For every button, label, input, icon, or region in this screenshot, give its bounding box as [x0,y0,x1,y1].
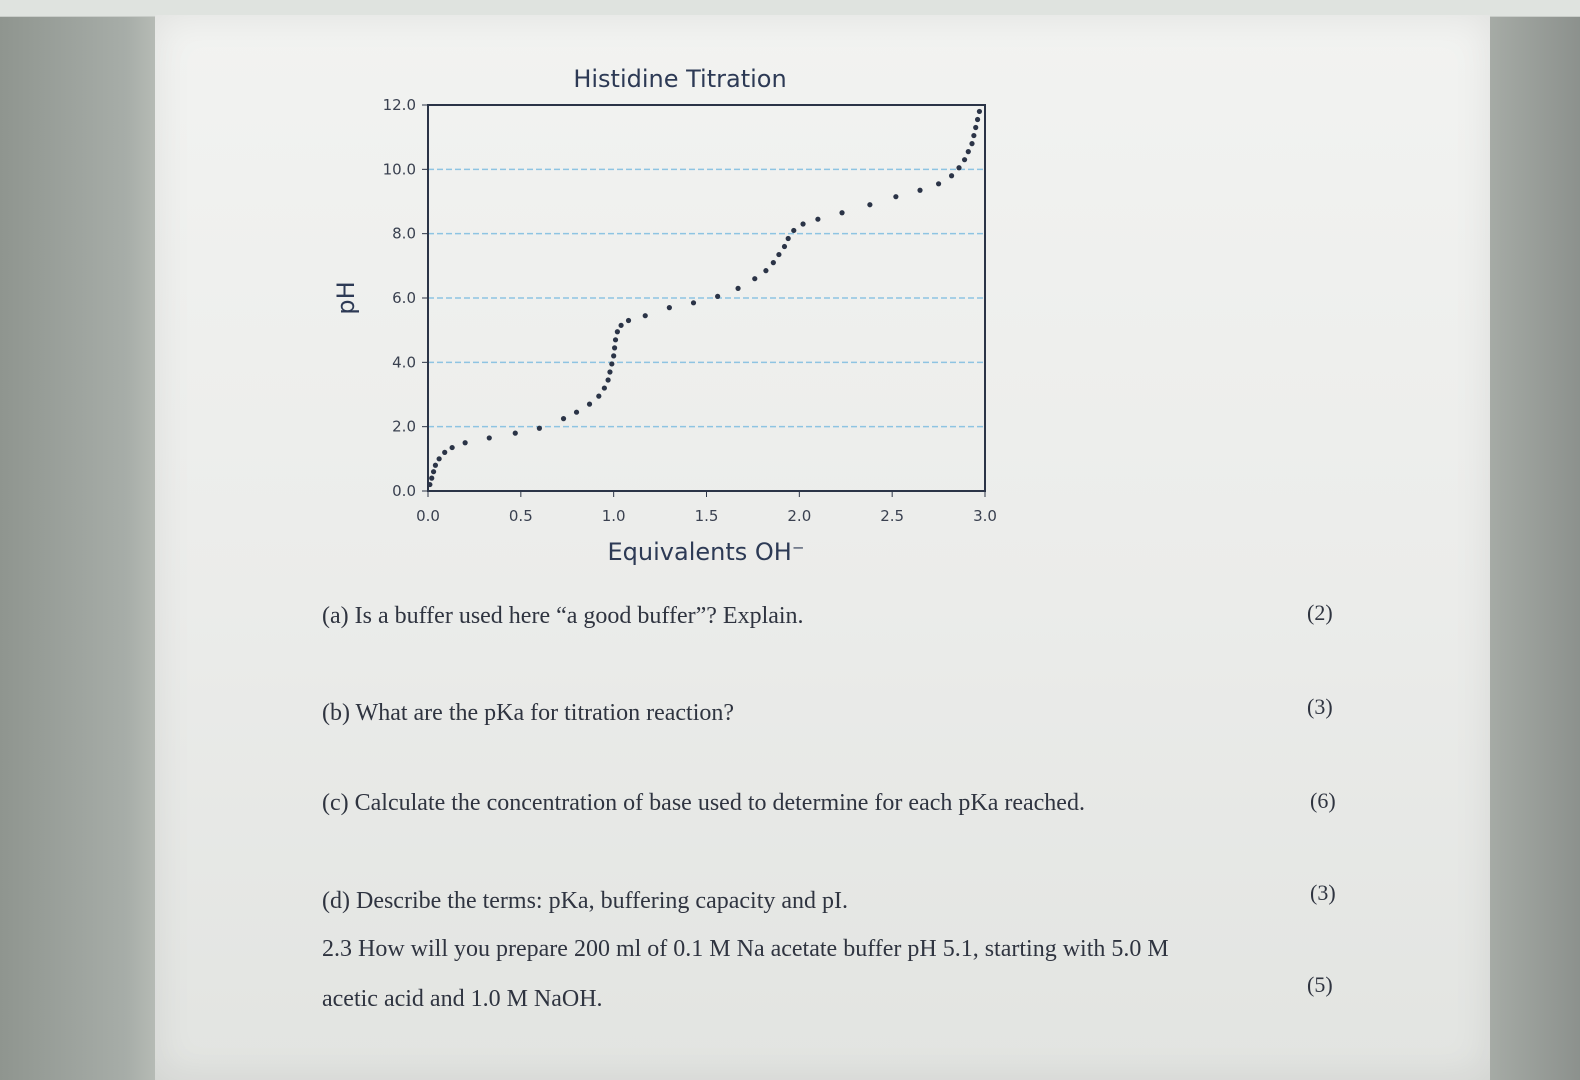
data-point-0-37 [800,221,806,227]
data-point-0-51 [974,116,981,123]
data-point-0-32 [770,260,776,266]
y-axis-ticks: 0.0 2.0 4.0 6.0 8.0 10.0 12.0 [383,96,428,500]
data-point-0-6 [449,444,455,451]
y-tick-label-5: 10.0 [383,160,416,178]
y-tick-label-2: 4.0 [392,353,416,371]
data-point-0-4 [436,456,442,462]
data-point-0-11 [560,416,567,422]
data-point-0-5 [442,449,448,455]
data-point-0-29 [735,285,741,291]
data-point-0-1 [429,475,435,481]
y-tick-label-1: 2.0 [392,418,416,436]
data-point-0-41 [893,194,899,200]
data-point-0-3 [432,462,439,468]
data-point-0-10 [536,425,542,431]
document-page [155,15,1490,1080]
data-point-0-8 [486,435,492,441]
data-point-0-33 [776,251,782,258]
data-point-0-25 [642,313,648,319]
chart-gridlines [428,168,985,428]
question-d: (d) Describe the terms: pKa, buffering c… [322,888,849,914]
y-tick-label-6: 12.0 [383,96,416,114]
x-tick-label-3: 1.5 [695,507,719,525]
question-b: (b) What are the pKa for titration react… [322,700,735,726]
y-tick-label-3: 6.0 [392,289,416,307]
data-point-0-46 [961,157,968,163]
data-point-0-31 [763,268,769,274]
data-point-0-0 [427,481,433,488]
data-point-0-15 [601,385,607,391]
data-point-0-47 [965,149,971,155]
data-point-0-13 [586,401,593,407]
data-point-0-23 [618,322,624,328]
marks-c: (6) [1310,788,1336,813]
data-point-0-14 [596,393,602,399]
y-tick-label-0: 0.0 [392,482,416,500]
data-point-0-28 [715,293,721,299]
data-point-0-39 [839,210,845,216]
data-point-0-36 [791,227,797,234]
x-axis-ticks: 0.0 0.5 1.0 1.5 2.0 2.5 3.0 [416,491,997,525]
question-c: (c) Calculate the concentration of base … [322,790,1085,816]
data-point-0-48 [969,141,975,147]
data-point-0-18 [609,361,615,367]
data-point-0-27 [690,300,697,306]
data-point-0-16 [605,377,611,383]
marks-b: (3) [1307,694,1333,719]
marks-d: (3) [1310,880,1336,905]
y-axis-label: pH [332,281,360,314]
data-point-0-52 [976,108,983,115]
y-tick-label-4: 8.0 [392,225,416,243]
data-point-0-21 [612,337,619,343]
x-axis-label: Equivalents OH⁻ [608,538,805,566]
x-tick-label-1: 0.5 [509,507,533,525]
question-a: (a) Is a buffer used here “a good buffer… [322,603,804,629]
data-point-0-2 [430,469,437,475]
chart-title: Histidine Titration [573,65,786,93]
data-point-0-19 [611,353,617,359]
data-point-0-17 [607,369,613,375]
data-points [427,108,983,488]
x-tick-label-2: 1.0 [602,507,626,525]
data-point-0-44 [948,173,955,179]
data-point-0-30 [752,276,758,282]
data-point-0-35 [785,235,791,242]
x-tick-label-6: 3.0 [973,507,997,525]
data-point-0-9 [512,430,518,436]
data-point-0-7 [462,440,468,446]
data-point-0-50 [973,124,979,131]
marks-a: (2) [1307,600,1333,625]
data-point-0-20 [611,345,618,351]
marks-2-3: (5) [1307,972,1333,997]
data-point-0-45 [956,165,962,171]
data-point-0-43 [935,181,942,187]
titration-chart: Histidine Titration 0.0 2.0 4.0 6.0 8.0 10.0 1… [332,65,997,566]
data-point-0-22 [614,329,620,335]
data-point-0-49 [971,132,977,139]
data-point-0-38 [815,216,821,222]
question-2-3-line2: acetic acid and 1.0 M NaOH. [322,986,603,1012]
data-point-0-24 [625,317,632,324]
data-point-0-26 [666,305,672,311]
x-tick-label-5: 2.5 [880,507,904,525]
data-point-0-34 [781,243,788,250]
question-2-3-line1: 2.3 How will you prepare 200 ml of 0.1 M… [322,936,1169,962]
x-tick-label-0: 0.0 [416,507,440,525]
x-tick-label-4: 2.0 [787,507,811,525]
data-point-0-42 [917,187,923,193]
data-point-0-12 [573,409,580,415]
data-point-0-40 [867,202,873,208]
